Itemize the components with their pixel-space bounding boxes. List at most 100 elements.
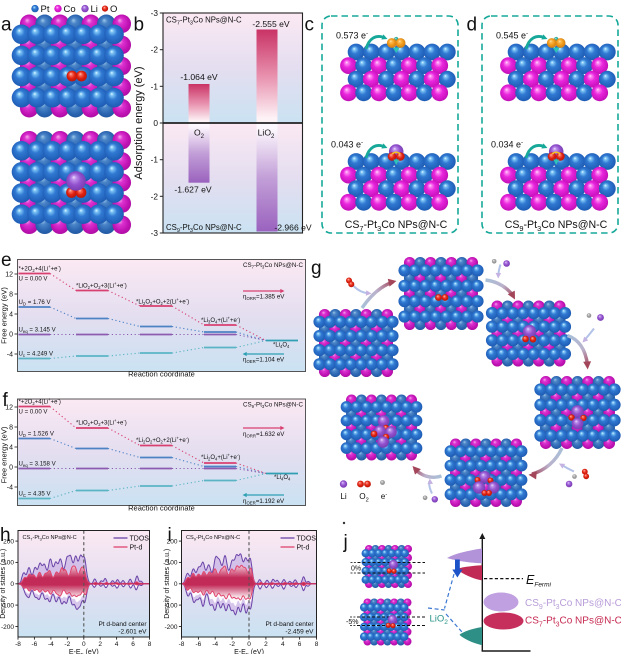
svg-text:-8: -8 [15,641,21,648]
svg-text:a: a [1,15,12,36]
svg-text:i: i [168,525,172,546]
svg-text:8: 8 [315,641,319,648]
svg-text:CS7-Pt3Co NPs@N-C: CS7-Pt3Co NPs@N-C [23,535,77,542]
svg-text:-3: -3 [151,8,159,18]
svg-text:CS9-Pt3Co NPs@N-C: CS9-Pt3Co NPs@N-C [505,219,608,233]
svg-text:Density of states (a.u.): Density of states (a.u.) [164,549,171,619]
svg-text:UC = 4.35 V: UC = 4.35 V [19,491,52,499]
svg-text:-2: -2 [151,45,159,55]
svg-text:Reaction coordinate: Reaction coordinate [128,504,195,513]
svg-text:-2.555 eV: -2.555 eV [252,19,290,29]
svg-text:CS9-Pt3Co NPs@N-C: CS9-Pt3Co NPs@N-C [186,535,240,542]
svg-text:ηORR=1.385 eV: ηORR=1.385 eV [243,294,285,302]
svg-text:-100: -100 [1,602,14,609]
svg-text:d: d [467,15,478,36]
svg-text:Li: Li [340,492,347,501]
svg-text:Pt d-band center: Pt d-band center [98,621,147,628]
svg-text:Reaction coordinate: Reaction coordinate [128,370,195,379]
svg-text:f: f [3,390,9,411]
svg-text:*Li2O2+O2+2(Li++e-): *Li2O2+O2+2(Li++e-) [136,436,189,445]
svg-text:U = 0.00 V: U = 0.00 V [19,409,49,416]
svg-text:ηOER=1.192 eV: ηOER=1.192 eV [243,498,285,506]
svg-text:*Li4O4: *Li4O4 [273,343,290,350]
svg-text:12: 12 [5,405,13,412]
svg-text:0.573 e-: 0.573 e- [336,30,368,40]
svg-text:TDOS: TDOS [130,536,150,543]
svg-text:Pt d-band center: Pt d-band center [265,621,314,628]
svg-text:*Li2O4+(Li++e-): *Li2O4+(Li++e-) [201,453,240,462]
svg-text:h: h [0,525,11,546]
svg-text:*Li3O4+(Li++e-): *Li3O4+(Li++e-) [201,316,240,325]
svg-text:-2: -2 [229,641,235,648]
svg-text:2: 2 [264,641,268,648]
svg-text:-4: -4 [7,352,13,359]
svg-text:0.545 e-: 0.545 e- [496,30,528,40]
svg-text:Free energy (eV): Free energy (eV) [0,287,9,344]
svg-text:Adsorption energy (eV): Adsorption energy (eV) [133,66,145,179]
svg-text:-200: -200 [164,624,177,631]
svg-text:-4: -4 [48,641,54,648]
svg-text:Pt: Pt [41,4,50,15]
svg-text:O2: O2 [359,492,369,503]
svg-text:4: 4 [9,312,13,319]
svg-text:*Li2O2+O2+2(Li++e-): *Li2O2+O2+2(Li++e-) [136,297,189,306]
svg-text:-1: -1 [151,81,159,91]
svg-text:E-EF (eV): E-EF (eV) [234,649,264,654]
svg-text:CS7-Pt3Co NPs@N-C: CS7-Pt3Co NPs@N-C [525,616,621,629]
svg-text:-6: -6 [32,641,38,648]
svg-text:LiO2: LiO2 [430,614,449,627]
svg-text:CS9-Pt3Co NPs@N-C: CS9-Pt3Co NPs@N-C [166,223,242,234]
svg-text:6: 6 [131,641,135,648]
svg-text:4: 4 [115,641,119,648]
svg-text:ηORR=1.632 eV: ηORR=1.632 eV [243,431,285,439]
svg-text:-2.459 eV: -2.459 eV [285,629,314,636]
svg-text:0: 0 [82,641,86,648]
svg-text:4: 4 [281,641,285,648]
svg-text:-3: -3 [151,228,159,238]
svg-text:-200: -200 [1,624,14,631]
svg-text:0: 0 [10,581,14,588]
svg-text:Ueq = 3.158 V: Ueq = 3.158 V [19,461,57,469]
svg-text:0.043 e-: 0.043 e- [331,139,363,149]
svg-text:-1.064 eV: -1.064 eV [180,72,218,82]
svg-text:*Li4O4: *Li4O4 [274,475,291,482]
svg-text:200: 200 [167,538,178,545]
svg-text:0: 0 [174,581,178,588]
svg-text:O: O [110,4,117,15]
svg-text:-2.601 eV: -2.601 eV [118,629,147,636]
svg-text:-1.627 eV: -1.627 eV [174,185,212,195]
svg-text:U = 0.00 V: U = 0.00 V [19,276,49,283]
svg-text:UD = 1.526 V: UD = 1.526 V [19,431,55,439]
svg-text:-6: -6 [196,641,202,648]
svg-text:e-: e- [381,492,388,501]
svg-text:0%: 0% [351,566,361,573]
svg-text:100: 100 [3,560,14,567]
svg-text:UD = 1.76 V: UD = 1.76 V [19,299,52,307]
svg-text:Ueq = 3.145 V: Ueq = 3.145 V [19,327,57,335]
svg-text:4: 4 [9,445,13,452]
svg-text:8: 8 [148,641,152,648]
svg-text:Uc = 4.249 V: Uc = 4.249 V [19,351,54,359]
svg-text:-5%: -5% [346,619,358,626]
svg-text:2: 2 [98,641,102,648]
svg-text:-8: -8 [179,641,185,648]
svg-text:0: 0 [9,332,13,339]
svg-text:TDOS: TDOS [297,536,317,543]
svg-text:100: 100 [167,560,178,567]
svg-text:-2: -2 [64,641,70,648]
svg-text:-4: -4 [212,641,218,648]
svg-text:g: g [311,258,322,279]
svg-text:0: 0 [153,118,158,128]
svg-text:8: 8 [9,425,13,432]
svg-text:Pt-d: Pt-d [297,545,310,552]
svg-text:CS7-Pt3Co NPs@N-C: CS7-Pt3Co NPs@N-C [345,219,448,233]
svg-text:Co: Co [64,4,76,15]
svg-text:O2: O2 [194,128,205,140]
svg-text:-2: -2 [151,191,159,201]
svg-text:Density of states (a.u.): Density of states (a.u.) [0,549,7,619]
svg-text:-100: -100 [164,602,177,609]
svg-text:0: 0 [9,465,13,472]
svg-text:CS7-Pt3Co NPs@N-C: CS7-Pt3Co NPs@N-C [166,16,242,27]
svg-text:Li: Li [91,4,98,15]
svg-text:c: c [305,15,315,36]
